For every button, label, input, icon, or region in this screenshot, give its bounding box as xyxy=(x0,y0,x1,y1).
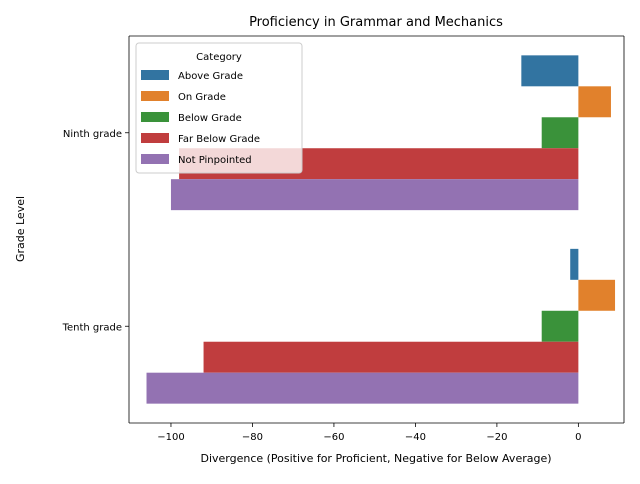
legend-swatch xyxy=(141,133,169,143)
bar-above-grade-tenth-grade xyxy=(570,248,579,280)
legend: Category Above Grade On Grade Below Grade Fa… xyxy=(135,42,303,174)
bar-far-below-grade-tenth-grade xyxy=(203,341,579,373)
bar-on-grade-ninth-grade xyxy=(578,86,611,118)
x-axis-label: Divergence (Positive for Proficient, Neg… xyxy=(200,452,551,465)
bar-on-grade-tenth-grade xyxy=(578,279,616,311)
x-tick-label: −60 xyxy=(323,432,344,443)
bar-below-grade-tenth-grade xyxy=(541,310,579,342)
legend-swatch xyxy=(141,112,169,122)
bar-above-grade-ninth-grade xyxy=(521,55,579,87)
bar-below-grade-ninth-grade xyxy=(541,117,579,149)
bar-not-pinpointed-tenth-grade xyxy=(146,372,579,404)
legend-swatch xyxy=(141,70,169,80)
legend-frame xyxy=(135,42,303,174)
legend-swatch xyxy=(141,154,169,164)
legend-label: Not Pinpointed xyxy=(178,155,252,166)
legend-swatch xyxy=(141,91,169,101)
y-tick-label: Tenth grade xyxy=(62,322,122,333)
x-tick-label: −80 xyxy=(242,432,263,443)
legend-label: Far Below Grade xyxy=(178,134,260,145)
legend-title: Category xyxy=(196,52,242,63)
y-tick-label: Ninth grade xyxy=(63,129,122,140)
legend-label: On Grade xyxy=(178,92,226,103)
x-tick-label: −100 xyxy=(157,432,184,443)
legend-label: Below Grade xyxy=(178,113,242,124)
x-tick-label: −20 xyxy=(486,432,507,443)
legend-label: Above Grade xyxy=(178,71,243,82)
chart-title: Proficiency in Grammar and Mechanics xyxy=(249,15,503,30)
x-tick-label: 0 xyxy=(575,432,581,443)
x-tick-label: −40 xyxy=(405,432,426,443)
y-axis-label: Grade Level xyxy=(14,196,27,262)
axes-layer: −100 −80 −60 −40 −20 0 Ninth grade Tenth grade xyxy=(62,35,625,443)
bar-not-pinpointed-ninth-grade xyxy=(170,179,579,211)
